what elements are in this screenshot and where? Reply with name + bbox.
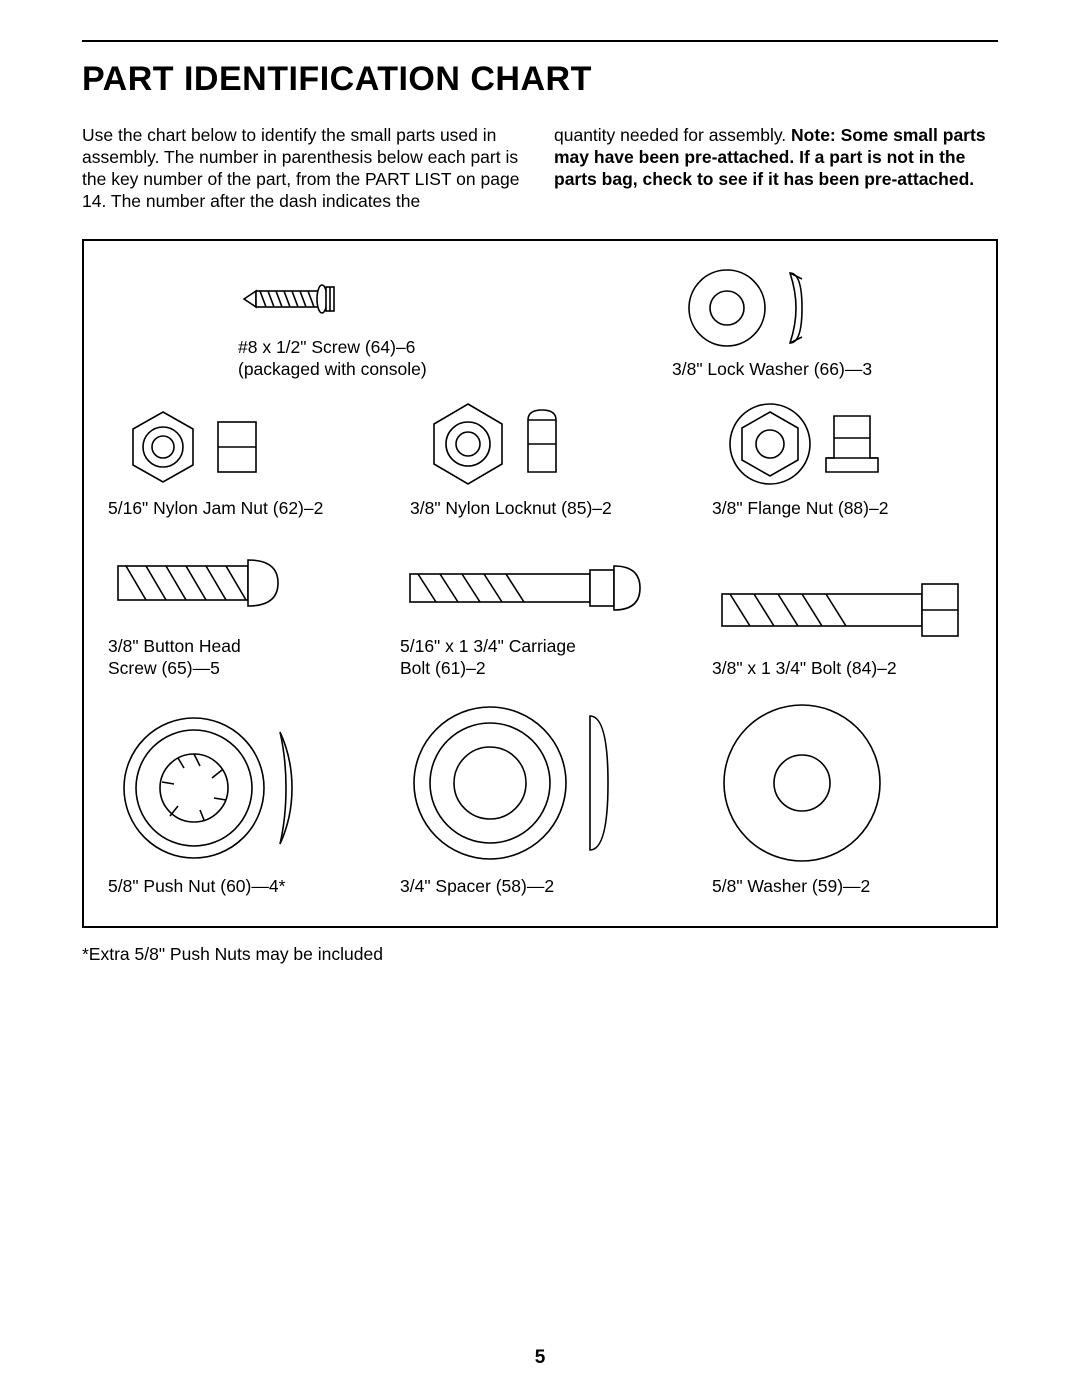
washer-label: 5/8" Washer (59)—2 — [712, 876, 870, 898]
top-rule — [82, 40, 998, 42]
screw-label-1: #8 x 1/2" Screw (64)–6 — [238, 337, 427, 359]
flange-nut-icon — [712, 398, 902, 490]
jam-nut-label: 5/16" Nylon Jam Nut (62)–2 — [108, 498, 323, 520]
push-nut-label: 5/8" Push Nut (60)—4* — [108, 876, 285, 898]
button-head-screw-icon — [108, 538, 308, 628]
screw-icon — [238, 269, 348, 329]
locknut-label: 3/8" Nylon Locknut (85)–2 — [410, 498, 612, 520]
locknut-icon — [410, 398, 580, 490]
washer-icon — [712, 698, 892, 868]
carriage-bolt-icon — [400, 548, 660, 628]
button-head-label-1: 3/8" Button Head — [108, 636, 241, 658]
spacer-label: 3/4" Spacer (58)—2 — [400, 876, 554, 898]
jam-nut-icon — [108, 404, 268, 490]
bolt-icon — [712, 570, 972, 650]
flange-nut-label: 3/8" Flange Nut (88)–2 — [712, 498, 888, 520]
carriage-label-1: 5/16" x 1 3/4" Carriage — [400, 636, 576, 658]
page-title: PART IDENTIFICATION CHART — [82, 60, 998, 99]
parts-chart: #8 x 1/2" Screw (64)–6 (packaged with co… — [82, 239, 998, 928]
lock-washer-label: 3/8" Lock Washer (66)—3 — [672, 359, 872, 381]
intro-col2-plain: quantity needed for assembly. — [554, 125, 791, 145]
lock-washer-icon — [672, 265, 842, 351]
intro-col-2: quantity needed for assembly. Note: Some… — [554, 125, 998, 213]
carriage-label-2: Bolt (61)–2 — [400, 658, 576, 680]
spacer-icon — [400, 698, 630, 868]
intro-text: Use the chart below to identify the smal… — [82, 125, 998, 213]
footnote: *Extra 5/8" Push Nuts may be included — [82, 944, 998, 965]
bolt-label: 3/8" x 1 3/4" Bolt (84)–2 — [712, 658, 897, 680]
button-head-label-2: Screw (65)—5 — [108, 658, 241, 680]
screw-label-2: (packaged with console) — [238, 359, 427, 381]
push-nut-icon — [108, 708, 308, 868]
intro-col-1: Use the chart below to identify the smal… — [82, 125, 526, 213]
page-number: 5 — [0, 1347, 1080, 1369]
